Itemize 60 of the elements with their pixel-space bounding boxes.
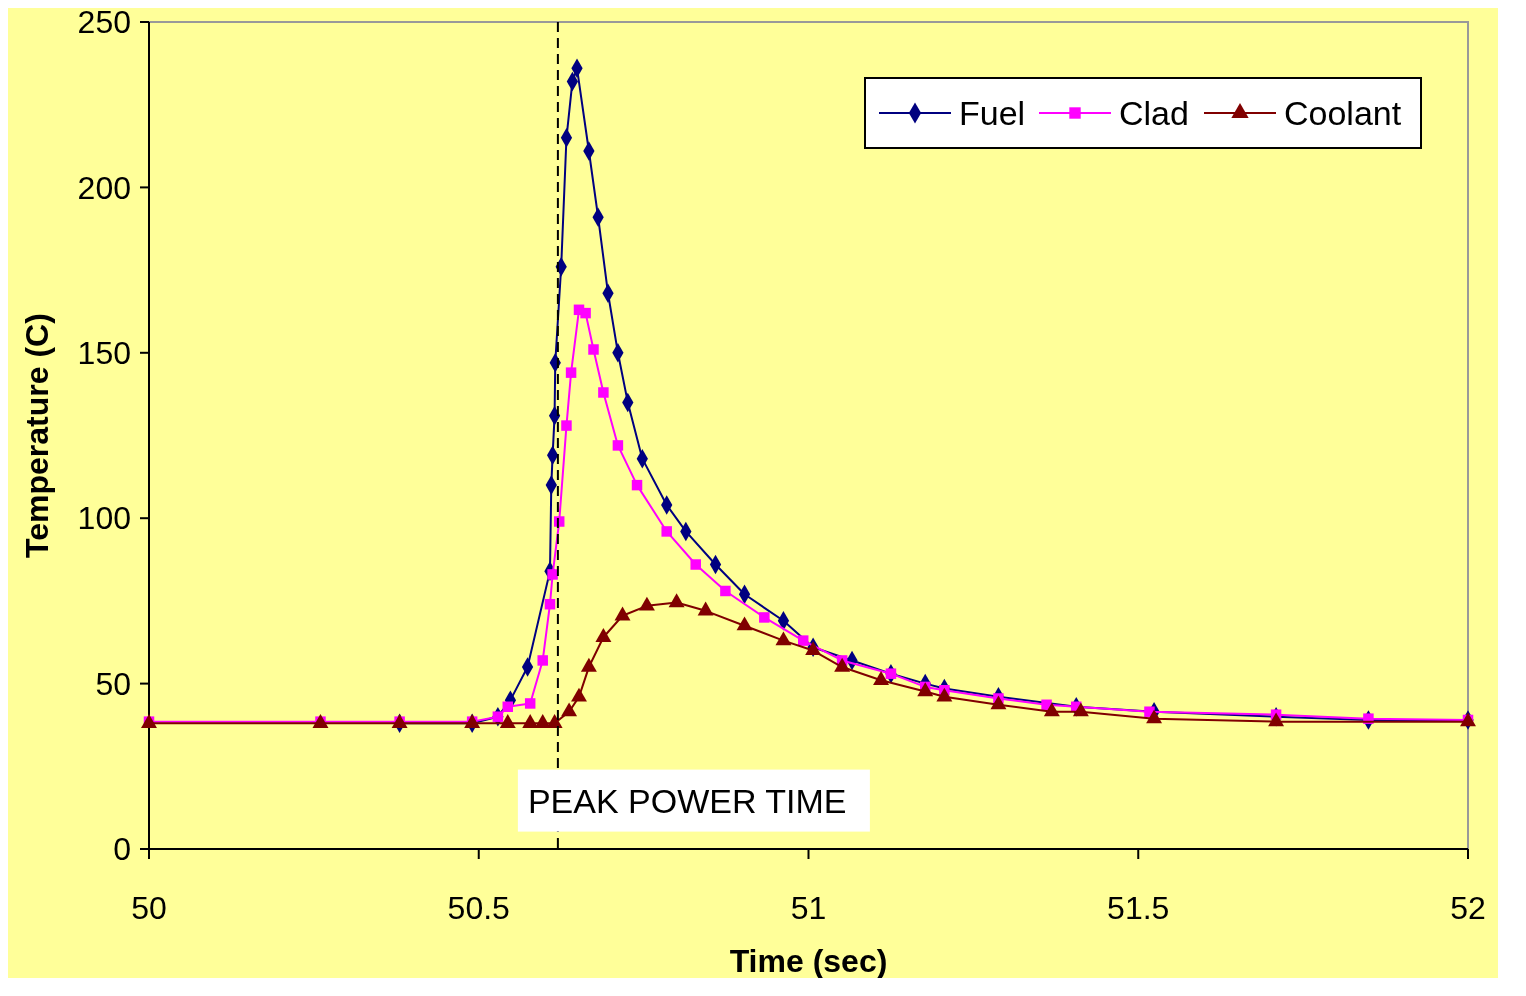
- point: [547, 569, 558, 580]
- point: [631, 479, 643, 491]
- point: [561, 420, 572, 431]
- point: [522, 714, 539, 728]
- point: [797, 635, 809, 646]
- point: [759, 612, 770, 623]
- point: [990, 695, 1007, 710]
- point: [638, 596, 655, 611]
- y-tick-label: 50: [95, 665, 131, 702]
- point: [561, 702, 578, 717]
- point: [834, 657, 851, 672]
- point: [565, 367, 577, 378]
- legend-label: Clad: [1119, 93, 1189, 132]
- point: [524, 698, 536, 709]
- point: [885, 668, 897, 679]
- point: [544, 598, 556, 610]
- point: [873, 671, 890, 685]
- point: [571, 687, 587, 702]
- point: [917, 682, 934, 697]
- point: [580, 657, 597, 672]
- point: [614, 606, 631, 621]
- point: [775, 631, 792, 646]
- point: [580, 307, 591, 319]
- point: [595, 628, 612, 642]
- x-tick-label: 50: [131, 890, 167, 926]
- point: [534, 714, 551, 728]
- point: [612, 440, 624, 451]
- x-tick-label: 51.5: [1107, 890, 1170, 926]
- point: [668, 593, 685, 608]
- y-tick-label: 100: [77, 500, 131, 537]
- x-axis-title: Time (sec): [729, 943, 888, 979]
- point: [588, 344, 599, 355]
- point: [546, 714, 563, 728]
- point: [690, 559, 701, 570]
- point: [1072, 702, 1089, 717]
- point: [492, 711, 504, 722]
- x-tick-label: 50.5: [447, 890, 510, 926]
- legend-label: Coolant: [1284, 93, 1402, 132]
- x-tick-label: 51: [790, 890, 827, 926]
- point: [936, 687, 953, 702]
- point: [598, 387, 609, 398]
- point: [661, 526, 672, 537]
- point: [537, 655, 548, 666]
- ref-line-label: PEAK POWER TIME: [527, 781, 847, 820]
- point: [720, 585, 731, 597]
- y-tick-label: 0: [113, 831, 131, 868]
- point: [1043, 702, 1060, 717]
- point: [1146, 709, 1163, 724]
- y-tick-label: 250: [77, 4, 131, 41]
- y-tick-label: 200: [77, 169, 131, 206]
- y-tick-label: 150: [77, 335, 131, 371]
- legend-label: Fuel: [959, 93, 1026, 132]
- point: [697, 601, 714, 616]
- point: [736, 616, 753, 631]
- point: [502, 701, 514, 712]
- x-tick-label: 52: [1450, 890, 1486, 926]
- y-axis-title: Temperature (C): [19, 313, 55, 558]
- point: [499, 714, 516, 728]
- point: [805, 641, 822, 656]
- point: [1268, 712, 1285, 727]
